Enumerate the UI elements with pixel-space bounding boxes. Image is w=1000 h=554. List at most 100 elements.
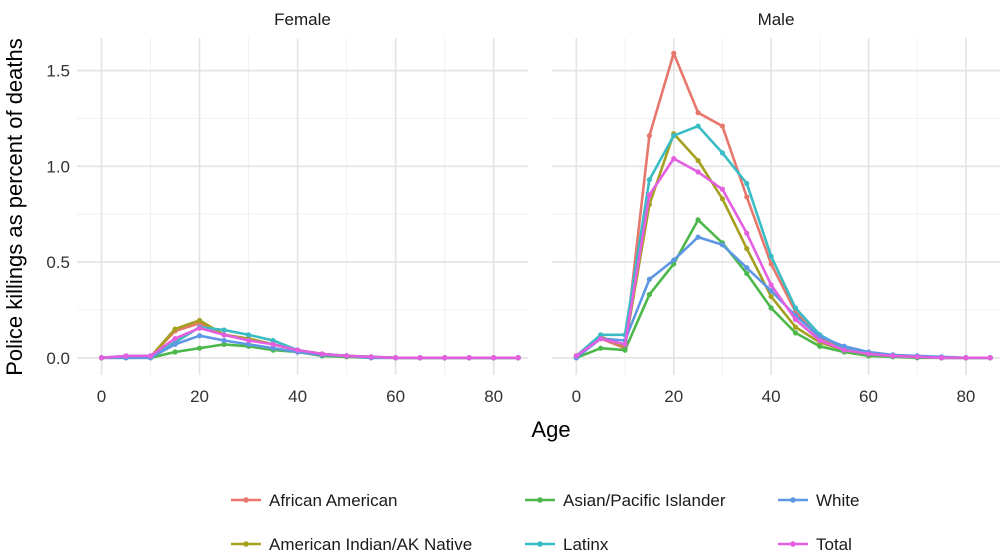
data-point-male: [890, 353, 896, 359]
x-tick-label: 80: [956, 387, 975, 406]
data-point-female: [196, 325, 203, 331]
x-tick-label: 0: [97, 387, 106, 406]
legend-entry-label: American Indian/AK Native: [269, 535, 472, 554]
legend-key-point: [243, 497, 249, 503]
data-point-male: [671, 50, 677, 56]
series-line-male: [575, 124, 991, 360]
data-point-male: [987, 355, 993, 361]
data-point-female: [491, 355, 497, 361]
data-point-female: [221, 341, 227, 347]
facet-title-male: Male: [758, 10, 795, 29]
x-tick-label: 60: [386, 387, 405, 406]
data-point-female: [172, 341, 178, 347]
y-axis-title: Police killings as percent of deaths: [2, 38, 27, 376]
data-point-male: [695, 234, 701, 240]
data-point-female: [172, 349, 178, 355]
data-point-female: [270, 337, 276, 344]
data-point-female: [98, 355, 105, 361]
data-point-male: [695, 217, 701, 223]
data-point-male: [719, 150, 726, 156]
legend-key-point: [537, 497, 543, 503]
data-point-female: [196, 345, 203, 351]
data-point-female: [245, 332, 252, 338]
data-point-female: [123, 353, 129, 359]
x-tick-label: 80: [484, 387, 503, 406]
facet-title-female: Female: [274, 10, 331, 29]
data-point-male: [768, 288, 774, 294]
data-point-male: [622, 347, 628, 353]
legend-entry-label: Asian/Pacific Islander: [563, 491, 726, 510]
data-point-male: [792, 324, 799, 330]
series-line-male: [575, 157, 991, 360]
legend-key-point: [790, 541, 796, 547]
data-point-male: [646, 291, 652, 298]
data-point-female: [172, 326, 178, 332]
data-point-male: [744, 265, 750, 271]
x-tick-label: 40: [288, 387, 307, 406]
data-point-male: [768, 293, 774, 300]
data-point-male: [817, 337, 823, 344]
legend-key-point: [243, 541, 249, 547]
data-point-male: [914, 354, 920, 360]
data-point-male: [646, 276, 652, 282]
y-tick-label: 0.5: [46, 253, 70, 272]
legend-entry-label: African American: [269, 491, 398, 510]
data-point-male: [573, 353, 579, 359]
data-point-male: [744, 230, 750, 236]
data-point-female: [221, 327, 227, 333]
data-point-male: [938, 355, 945, 361]
x-tick-label: 20: [664, 387, 683, 406]
data-point-male: [865, 351, 872, 357]
data-point-male: [792, 305, 799, 311]
data-point-male: [598, 345, 604, 351]
data-point-female: [221, 337, 227, 344]
data-point-female: [147, 353, 154, 359]
data-point-male: [841, 343, 847, 349]
data-point-female: [319, 351, 325, 357]
x-tick-label: 60: [859, 387, 878, 406]
legend-entry-label: White: [816, 491, 859, 510]
data-point-female: [196, 333, 203, 339]
data-point-male: [841, 347, 847, 353]
data-point-male: [719, 186, 726, 192]
data-point-male: [792, 330, 799, 336]
data-point-male: [671, 156, 677, 162]
legend-key-point: [790, 497, 796, 503]
data-point-female: [368, 354, 374, 360]
data-point-male: [792, 316, 799, 323]
data-point-male: [744, 180, 750, 187]
data-point-male: [646, 177, 652, 183]
data-point-female: [172, 336, 178, 342]
data-point-male: [963, 355, 969, 361]
data-point-male: [817, 343, 823, 349]
data-point-female: [417, 355, 423, 361]
data-point-female: [294, 347, 301, 353]
data-point-male: [744, 246, 750, 252]
x-axis-title: Age: [531, 417, 570, 442]
data-point-male: [695, 123, 701, 129]
data-point-female: [221, 332, 227, 338]
legend-key-point: [537, 541, 543, 547]
data-point-female: [344, 353, 350, 359]
y-tick-label: 1.0: [46, 157, 70, 176]
data-point-male: [622, 341, 628, 347]
data-point-male: [744, 270, 750, 277]
data-point-male: [598, 336, 604, 342]
data-point-male: [598, 332, 604, 338]
data-point-male: [671, 133, 677, 139]
series-line-female: [101, 326, 519, 360]
data-point-male: [695, 110, 701, 116]
data-point-male: [744, 194, 750, 200]
data-point-female: [270, 345, 276, 351]
data-point-female: [393, 355, 399, 361]
data-point-female: [245, 341, 252, 347]
data-point-female: [270, 341, 276, 347]
data-point-male: [719, 196, 726, 202]
legend-entry-label: Latinx: [563, 535, 609, 554]
data-point-male: [768, 282, 774, 288]
data-point-male: [646, 133, 652, 139]
data-point-female: [245, 337, 252, 344]
data-point-female: [442, 355, 448, 361]
data-point-male: [646, 192, 652, 198]
